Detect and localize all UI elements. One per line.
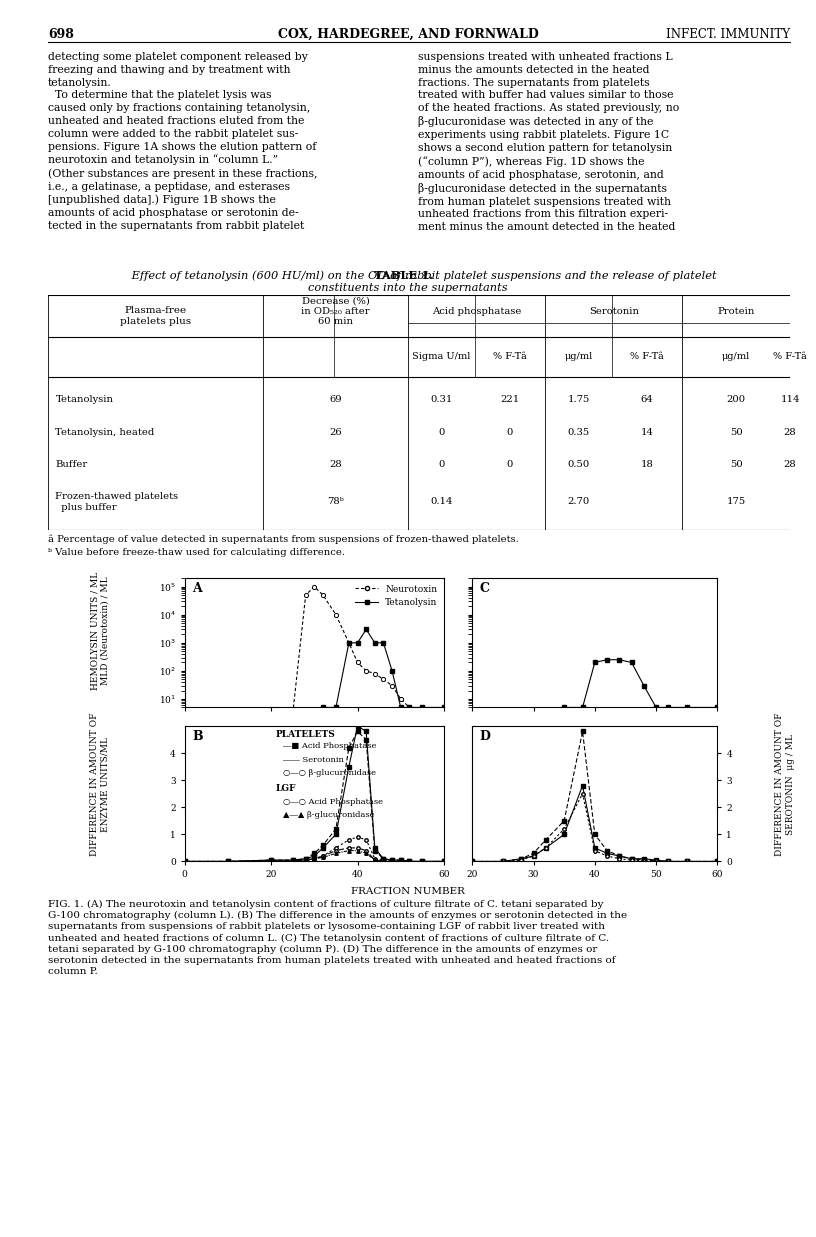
Text: ᵇ Value before freeze-thaw used for calculating difference.: ᵇ Value before freeze-thaw used for calc…	[48, 548, 345, 557]
Text: % F-Tâ: % F-Tâ	[493, 351, 527, 361]
Text: Sigma U/ml: Sigma U/ml	[412, 351, 471, 361]
Legend: Neurotoxin, Tetanolysin: Neurotoxin, Tetanolysin	[353, 583, 439, 609]
Text: TABLE 1.: TABLE 1.	[375, 270, 441, 281]
Text: ○―○ Acid Phosphatase: ○―○ Acid Phosphatase	[283, 798, 384, 805]
Text: 64: 64	[641, 395, 654, 404]
Text: â Percentage of value detected in supernatants from suspensions of frozen-thawed: â Percentage of value detected in supern…	[48, 534, 519, 544]
Text: 221: 221	[500, 395, 520, 404]
Text: 0.31: 0.31	[430, 395, 452, 404]
Text: Buffer: Buffer	[55, 460, 87, 469]
Text: μg/ml: μg/ml	[565, 351, 592, 361]
Text: % F-Tâ: % F-Tâ	[773, 351, 807, 361]
Text: 0: 0	[438, 460, 445, 469]
Text: 200: 200	[726, 395, 746, 404]
Text: 0.14: 0.14	[430, 497, 453, 506]
Text: Effect of tetanolysin (600 HU/ml) on the OD of rabbit platelet suspensions and t: Effect of tetanolysin (600 HU/ml) on the…	[100, 270, 716, 281]
Text: detecting some platelet component released by
freezing and thawing and by treatm: detecting some platelet component releas…	[48, 52, 317, 231]
Text: INFECT. IMMUNITY: INFECT. IMMUNITY	[666, 28, 790, 41]
Text: Serotonin: Serotonin	[589, 307, 639, 315]
Text: PLATELETS: PLATELETS	[276, 730, 335, 738]
Text: D: D	[480, 730, 490, 743]
Text: B: B	[193, 730, 203, 743]
Text: ○―○ β-glucuronidase: ○―○ β-glucuronidase	[283, 769, 376, 777]
Text: ―■ Acid Phosphatase: ―■ Acid Phosphatase	[283, 742, 377, 751]
Text: Acid phosphatase: Acid phosphatase	[432, 307, 521, 315]
Text: FRACTION NUMBER: FRACTION NUMBER	[351, 887, 465, 896]
Text: 2.70: 2.70	[567, 497, 590, 506]
Text: 50: 50	[730, 428, 743, 437]
Text: HEMOLYSIN UNITS / ML
MLD (Neurotoxin) / ML: HEMOLYSIN UNITS / ML MLD (Neurotoxin) / …	[91, 571, 109, 689]
Text: 0: 0	[507, 460, 513, 469]
Text: μg/ml: μg/ml	[722, 351, 751, 361]
Text: DIFFERENCE IN AMOUNT OF
ENZYME UNITS/ML: DIFFERENCE IN AMOUNT OF ENZYME UNITS/ML	[91, 713, 109, 856]
Text: 28: 28	[783, 460, 796, 469]
Text: 14: 14	[641, 428, 654, 437]
Text: 0: 0	[438, 428, 445, 437]
Text: FIG. 1. (A) The neurotoxin and tetanolysin content of fractions of culture filtr: FIG. 1. (A) The neurotoxin and tetanolys…	[48, 901, 628, 976]
Text: 698: 698	[48, 28, 74, 41]
Text: 28: 28	[783, 428, 796, 437]
Text: % F-Tâ: % F-Tâ	[630, 351, 664, 361]
Text: 1.75: 1.75	[567, 395, 590, 404]
Text: LGF: LGF	[276, 784, 296, 793]
Text: Plasma-free
platelets plus: Plasma-free platelets plus	[120, 307, 191, 325]
Text: ―― Serotonin: ―― Serotonin	[283, 756, 344, 763]
Text: Frozen-thawed platelets
  plus buffer: Frozen-thawed platelets plus buffer	[55, 492, 179, 512]
Text: suspensions treated with unheated fractions L
minus the amounts detected in the : suspensions treated with unheated fracti…	[418, 52, 679, 233]
Text: Tetanolysin: Tetanolysin	[55, 395, 113, 404]
Text: 78ᵇ: 78ᵇ	[327, 497, 344, 506]
Text: A: A	[193, 583, 202, 595]
Text: Protein: Protein	[717, 307, 755, 315]
Text: ▲―▲ β-glucuronidase: ▲―▲ β-glucuronidase	[283, 811, 375, 819]
Text: 18: 18	[641, 460, 654, 469]
Text: Decrease (%)
in OD₅₂₀ after
60 min: Decrease (%) in OD₅₂₀ after 60 min	[301, 297, 370, 327]
Text: DIFFERENCE IN AMOUNT OF
SEROTONIN  μg / ML: DIFFERENCE IN AMOUNT OF SEROTONIN μg / M…	[775, 713, 795, 856]
Text: 69: 69	[329, 395, 342, 404]
Text: 0.50: 0.50	[567, 460, 590, 469]
Text: COX, HARDEGREE, AND FORNWALD: COX, HARDEGREE, AND FORNWALD	[277, 28, 539, 41]
Text: 175: 175	[726, 497, 746, 506]
Text: 0.35: 0.35	[567, 428, 590, 437]
Text: Tetanolysin, heated: Tetanolysin, heated	[55, 428, 155, 437]
Text: 26: 26	[329, 428, 342, 437]
Text: 0: 0	[507, 428, 513, 437]
Text: 114: 114	[780, 395, 800, 404]
Text: 50: 50	[730, 460, 743, 469]
Text: 28: 28	[329, 460, 342, 469]
Text: constituents into the supernatants: constituents into the supernatants	[308, 283, 508, 293]
Text: C: C	[480, 583, 490, 595]
